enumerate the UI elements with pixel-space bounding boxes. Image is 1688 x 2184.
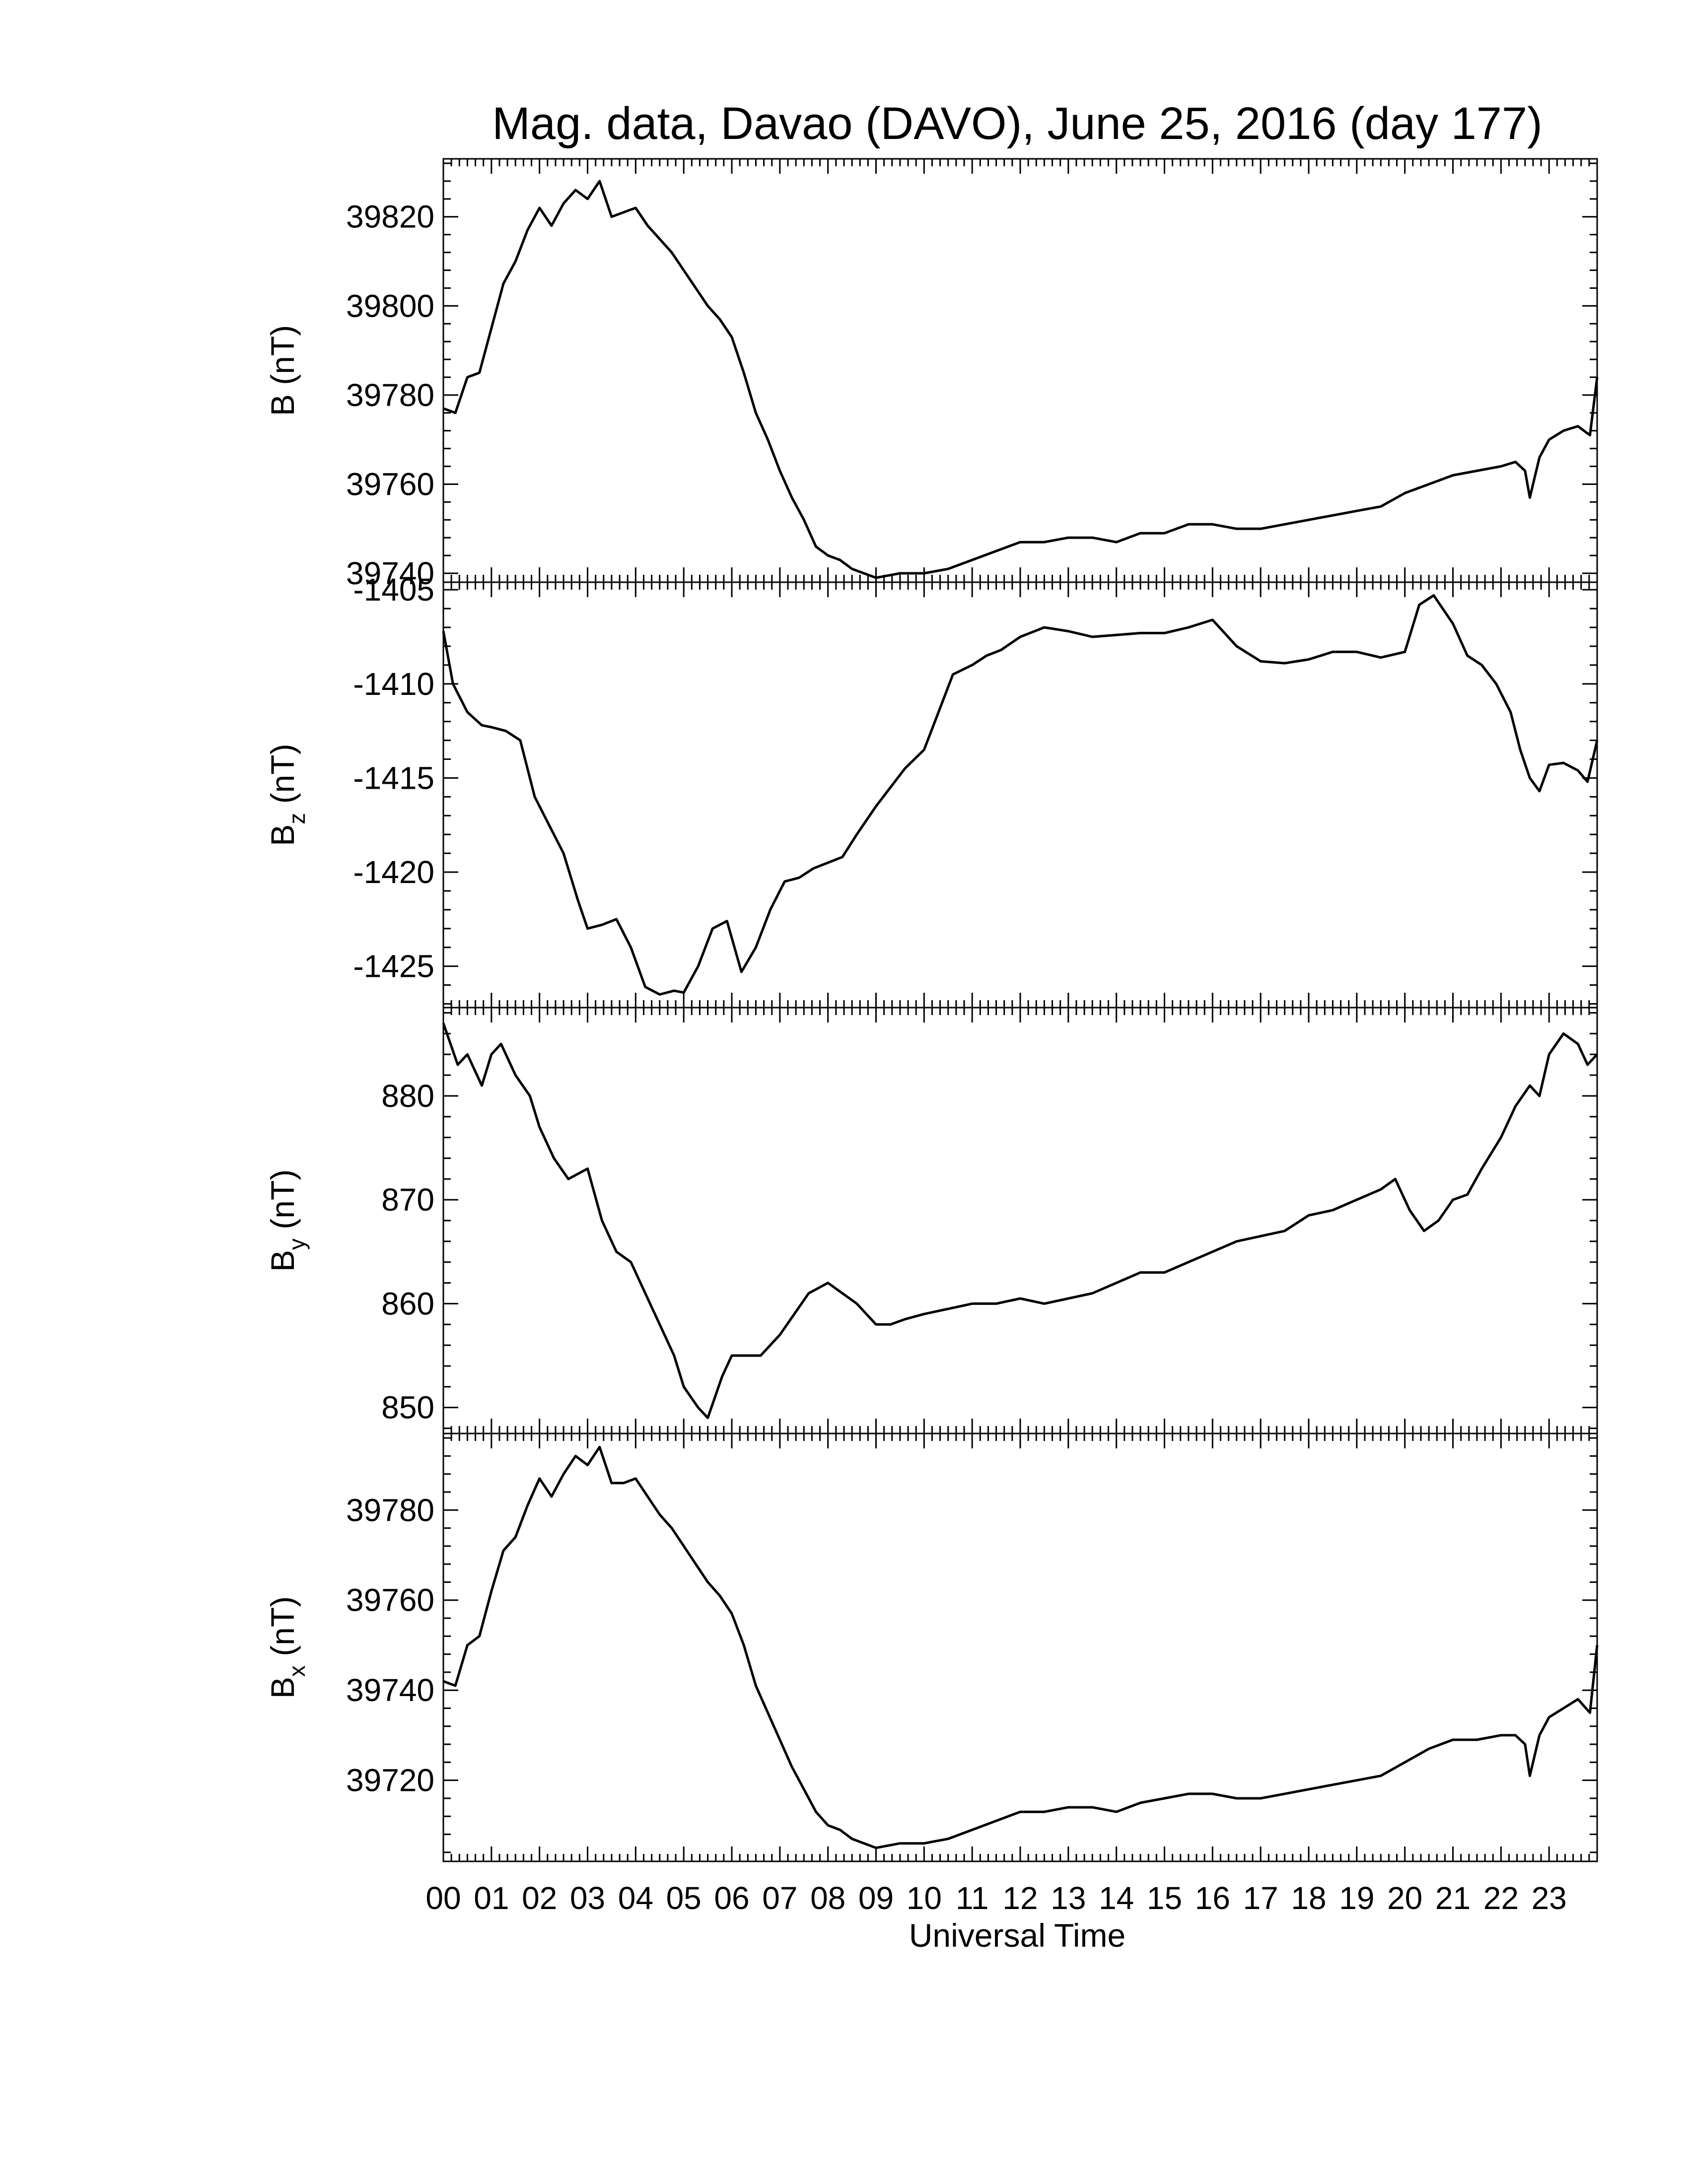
panel-frame (442, 158, 1598, 583)
x-axis-label: Universal Time (909, 1917, 1125, 1954)
y-axis-label: By (nT) (264, 1169, 310, 1272)
panel-1: 39740 39760 39780 39800 39820 B (nT) (264, 158, 1599, 591)
y-tick-label: 39760 (346, 1582, 434, 1618)
x-tick-label: 22 (1483, 1880, 1519, 1916)
y-tick-label: 39780 (346, 377, 434, 413)
x-tick-label: 11 (956, 1880, 988, 1916)
y-label-unit: (nT) (264, 1169, 301, 1238)
x-tick-label: 09 (858, 1880, 894, 1916)
x-tick-label: 01 (474, 1880, 509, 1916)
x-tick-labels: 00 01 02 03 04 05 06 07 08 09 10 11 12 13 14 15 16 17 18 19… (425, 1880, 1566, 1916)
y-tick-label: -1415 (353, 760, 434, 796)
x-tick-label: 19 (1339, 1880, 1374, 1916)
x-tick-label: 02 (522, 1880, 557, 1916)
y-tick-label: 39720 (346, 1763, 434, 1798)
x-tick-label: 12 (1002, 1880, 1038, 1916)
data-trace (443, 1445, 1599, 1849)
y-tick-label: 39740 (346, 1672, 434, 1708)
x-tick-label: 20 (1387, 1880, 1422, 1916)
x-tick-label: 03 (570, 1880, 605, 1916)
y-tick-label: -1420 (353, 854, 434, 890)
panel-frame (442, 1433, 1598, 1862)
data-trace (443, 180, 1599, 579)
y-label-symbol: B (264, 394, 301, 416)
y-label-symbol: B (264, 1677, 301, 1699)
panel-2: -1425 -1420 -1415 -1410 -1405 Bz (nT) (264, 572, 1599, 1009)
panel-3: 850 860 870 880 By (nT) (264, 1007, 1598, 1434)
y-label-subscript: z (284, 813, 310, 824)
y-tick-label: 39800 (346, 288, 434, 324)
panel-frame (442, 581, 1598, 1009)
x-tick-label: 15 (1147, 1880, 1182, 1916)
data-trace (442, 1023, 1598, 1420)
y-label-symbol: B (264, 824, 301, 846)
y-tick-label: 880 (381, 1078, 434, 1114)
y-axis-label: Bz (nT) (264, 744, 310, 846)
x-tick-label: 07 (762, 1880, 797, 1916)
y-tick-label: -1410 (353, 666, 434, 702)
y-label-subscript: y (284, 1238, 310, 1250)
y-axis-label: B (nT) (264, 325, 301, 416)
x-tick-label: 06 (714, 1880, 749, 1916)
y-tick-label: 39760 (346, 466, 434, 502)
x-tick-label: 23 (1532, 1880, 1567, 1916)
y-tick-label: 39780 (346, 1492, 434, 1528)
y-tick-label: 39820 (346, 199, 434, 235)
x-tick-label: 16 (1195, 1880, 1230, 1916)
x-tick-label: 08 (810, 1880, 845, 1916)
y-label-subscript: x (284, 1665, 310, 1677)
y-tick-label: -1405 (353, 572, 434, 608)
panel-4: 39720 39740 39760 39780 Bx (nT) (264, 1433, 1599, 1862)
y-label-unit: (nT) (264, 1596, 301, 1665)
y-tick-label: 870 (381, 1182, 434, 1218)
x-tick-label: 10 (907, 1880, 942, 1916)
x-tick-label: 05 (666, 1880, 702, 1916)
x-tick-label: 00 (425, 1880, 461, 1916)
y-axis-label: Bx (nT) (264, 1596, 310, 1699)
x-tick-label: 18 (1291, 1880, 1326, 1916)
chart-title: Mag. data, Davao (DAVO), June 25, 2016 (… (492, 98, 1542, 149)
x-tick-label: 13 (1051, 1880, 1086, 1916)
y-tick-label: 39740 (346, 555, 434, 591)
y-label-unit: (nT) (264, 744, 301, 813)
y-label-symbol: B (264, 1250, 301, 1272)
y-tick-label: 860 (381, 1286, 434, 1321)
y-label-unit: (nT) (264, 325, 301, 394)
data-trace (442, 594, 1599, 996)
y-tick-label: -1425 (353, 949, 434, 984)
x-tick-label: 04 (618, 1880, 653, 1916)
x-tick-label: 14 (1099, 1880, 1134, 1916)
panel-frame (442, 1007, 1598, 1434)
y-tick-label: 850 (381, 1390, 434, 1426)
x-tick-label: 17 (1243, 1880, 1278, 1916)
x-tick-label: 21 (1435, 1880, 1471, 1916)
